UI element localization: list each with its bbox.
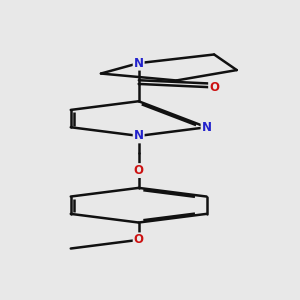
Text: N: N bbox=[202, 121, 212, 134]
Text: O: O bbox=[134, 233, 144, 246]
Text: N: N bbox=[134, 57, 144, 70]
Text: N: N bbox=[134, 129, 144, 142]
Text: O: O bbox=[209, 81, 219, 94]
Text: O: O bbox=[134, 164, 144, 177]
